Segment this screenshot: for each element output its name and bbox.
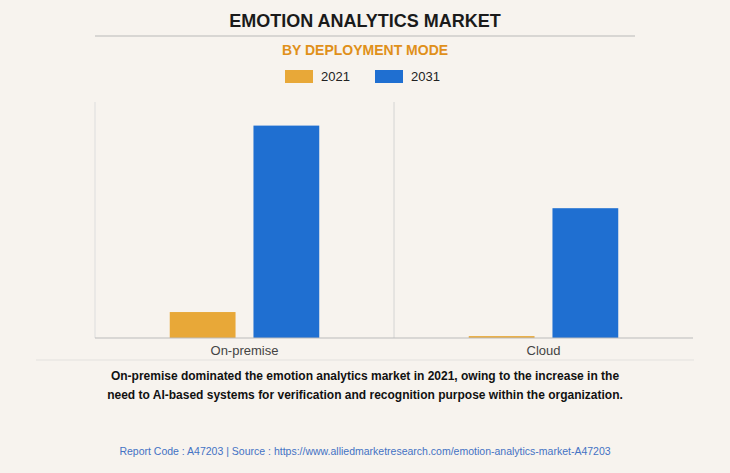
title-rule — [95, 36, 635, 37]
x-axis-line — [95, 338, 693, 339]
footer-rule — [36, 360, 694, 361]
legend-label: 2021 — [321, 69, 350, 84]
bar — [552, 208, 618, 338]
bars — [170, 126, 619, 338]
bar — [253, 126, 319, 338]
background — [0, 0, 730, 473]
legend-swatch — [285, 70, 313, 83]
group-separator — [394, 102, 395, 338]
legend: 2021 2031 — [285, 69, 440, 84]
source-text: Report Code : A47203 | Source : https://… — [119, 445, 610, 457]
footer-text: On-premise dominated the emotion analyti… — [107, 369, 623, 402]
bar — [170, 312, 236, 338]
footer-line: On-premise dominated the emotion analyti… — [111, 369, 619, 383]
x-tick-label: Cloud — [527, 343, 561, 358]
legend-swatch — [375, 70, 403, 83]
y-axis-line — [95, 102, 96, 338]
x-tick-label: On-premise — [211, 343, 279, 358]
title: EMOTION ANALYTICS MARKET — [229, 11, 501, 31]
footer-line: need to AI-based systems for verificatio… — [107, 388, 623, 402]
legend-label: 2031 — [411, 69, 440, 84]
chart: EMOTION ANALYTICS MARKET BY DEPLOYMENT MO… — [0, 0, 730, 473]
subtitle: BY DEPLOYMENT MODE — [282, 42, 448, 58]
